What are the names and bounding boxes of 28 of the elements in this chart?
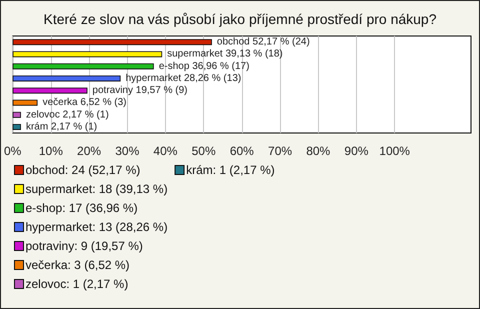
x-tick-label: 10% [38, 144, 64, 158]
data-label: potraviny 19,57 % (9) [92, 85, 188, 96]
x-tick-label: 40% [153, 144, 178, 158]
x-tick-label: 60% [230, 144, 254, 158]
data-label: krám 2,17 % (1) [26, 121, 98, 132]
x-tick-label: 30% [115, 144, 140, 158]
data-label: obchod 52,17 % (24) [216, 36, 310, 48]
legend-label: večerka: 3 (6,52 %) [26, 258, 130, 272]
legend-label: zelovoc: 1 (2,17 %) [26, 277, 128, 291]
legend-label: e-shop: 17 (36,96 %) [26, 201, 138, 215]
data-label: e-shop 36,96 % (17) [158, 60, 250, 72]
data-label: supermarket 39,13 % (18) [167, 48, 283, 60]
x-tick-label: 90% [344, 144, 369, 158]
data-label: zelovoc 2,17 % (1) [26, 109, 109, 120]
data-label: večerka 6,52 % (3) [42, 97, 127, 108]
legend-label: hypermarket: 13 (28,26 %) [26, 220, 168, 234]
chart-title: Které ze slov na vás působí jako příjemné prostředí pro nákup? [44, 11, 437, 27]
x-tick-label: 70% [268, 144, 292, 158]
x-tick-label: 0% [4, 144, 22, 158]
legend-label: supermarket: 18 (39,13 %) [26, 182, 168, 196]
legend-label: potraviny: 9 (19,57 %) [26, 239, 143, 253]
x-tick-label: 20% [77, 144, 102, 158]
x-tick-label: 80% [306, 144, 331, 158]
legend-label: krám: 1 (2,17 %) [186, 163, 275, 177]
x-tick-label: 50% [192, 144, 216, 158]
legend-label: obchod: 24 (52,17 %) [26, 163, 140, 177]
data-label: hypermarket 28,26 % (13) [126, 72, 242, 84]
x-tick-label: 100% [379, 144, 410, 158]
